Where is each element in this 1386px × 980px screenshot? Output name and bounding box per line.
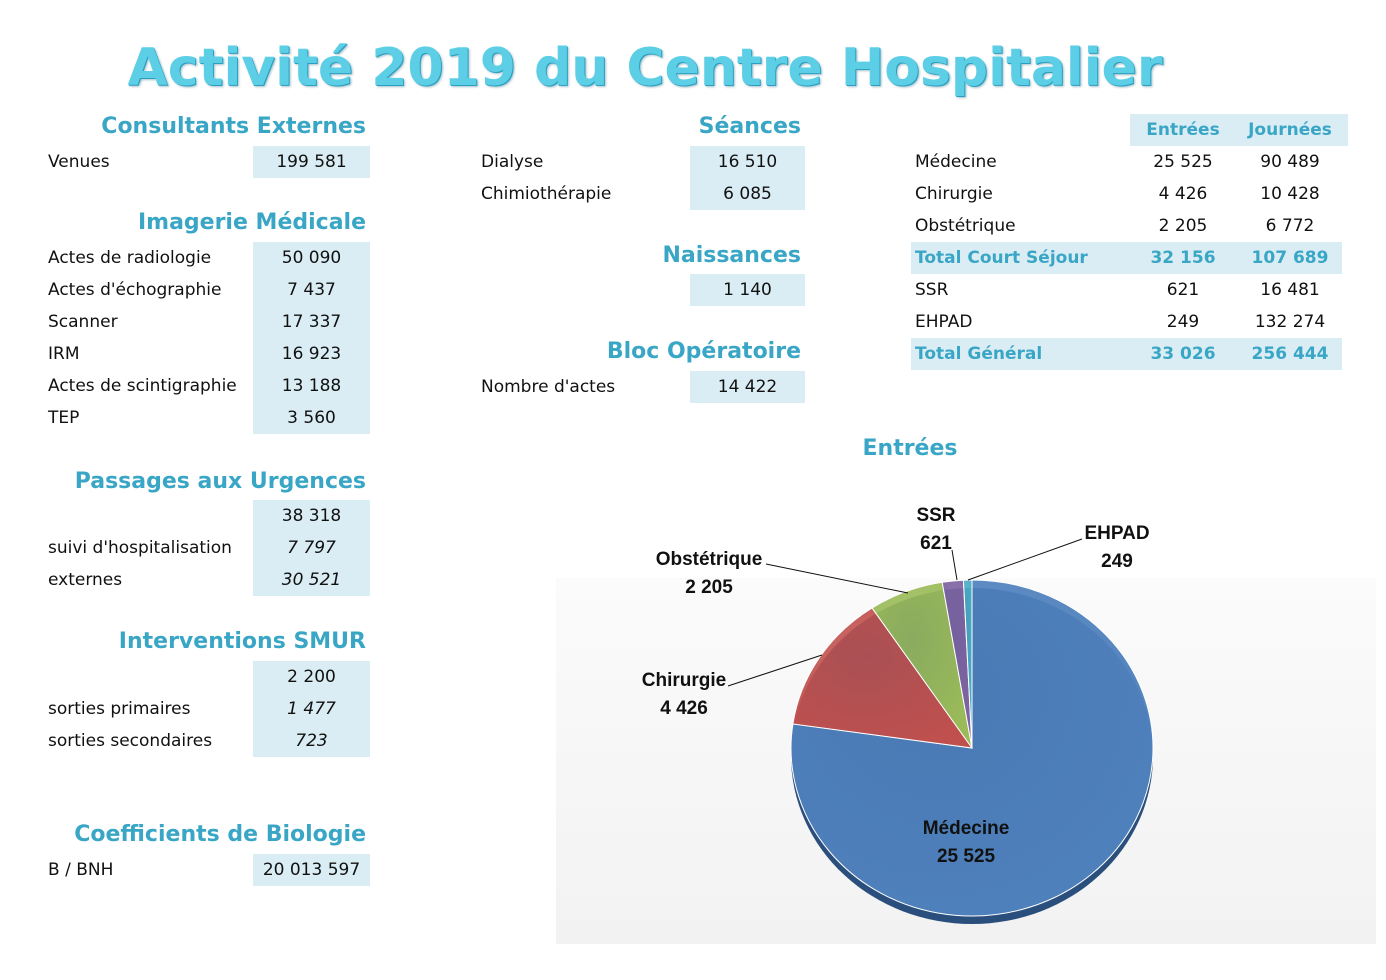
urgences-title: Passages aux Urgences	[74, 469, 366, 494]
smur-row-value: 723	[253, 725, 370, 757]
pie-leader-line	[951, 549, 958, 581]
pie-label-category: EHPAD	[1084, 523, 1149, 544]
urgences-row-label: externes	[48, 570, 123, 590]
total-row-bg	[911, 338, 1342, 370]
table-cell-journees: 10 428	[1260, 184, 1320, 204]
table-cell-journees: 107 689	[1251, 248, 1329, 268]
pie-label-value: 249	[1101, 551, 1133, 572]
biologie-row-value: 20 013 597	[253, 854, 370, 886]
imagerie-row-label: IRM	[48, 344, 80, 364]
imagerie-row-value: 17 337	[253, 306, 370, 338]
table-row-label: EHPAD	[915, 312, 973, 332]
urgences-total: 38 318	[253, 500, 370, 532]
urgences-row-value: 30 521	[253, 564, 370, 596]
pie-label-category: SSR	[916, 505, 955, 526]
table-cell-journees: 90 489	[1260, 152, 1320, 172]
table-cell-journees: 6 772	[1265, 216, 1315, 236]
imagerie-row-value: 50 090	[253, 242, 370, 274]
table-header-entrees: Entrées	[1146, 120, 1220, 140]
seances-row-label: Dialyse	[481, 152, 544, 172]
chart-background	[556, 578, 1376, 944]
table-cell-entrees: 33 026	[1150, 344, 1216, 364]
table-cell-journees: 132 274	[1254, 312, 1326, 332]
pie-leader-line	[967, 538, 1083, 581]
imagerie-row-value: 13 188	[253, 370, 370, 402]
table-cell-entrees: 621	[1166, 280, 1200, 300]
bloc-row-value: 14 422	[690, 371, 805, 403]
consultants-title: Consultants Externes	[101, 114, 366, 139]
smur-total: 2 200	[253, 661, 370, 693]
table-cell-entrees: 25 525	[1153, 152, 1213, 172]
seances-title: Séances	[698, 114, 801, 139]
imagerie-row-value: 3 560	[253, 402, 370, 434]
bloc-row-label: Nombre d'actes	[481, 377, 616, 397]
consultants-row-value: 199 581	[253, 146, 370, 178]
smur-row-value: 1 477	[253, 693, 370, 725]
imagerie-row-label: Scanner	[48, 312, 118, 332]
imagerie-row-label: Actes d'échographie	[48, 280, 222, 300]
table-row-label: SSR	[915, 280, 949, 300]
imagerie-row-label: TEP	[48, 408, 80, 428]
imagerie-row-label: Actes de radiologie	[48, 248, 212, 268]
smur-title: Interventions SMUR	[118, 629, 366, 654]
table-header-bg	[1130, 114, 1348, 146]
seances-row-label: Chimiothérapie	[481, 184, 612, 204]
chart-title: Entrées	[862, 436, 958, 461]
table-cell-entrees: 249	[1166, 312, 1200, 332]
smur-row-label: sorties primaires	[48, 699, 191, 719]
urgences-row-value: 7 797	[253, 532, 370, 564]
table-row-label: Total Court Séjour	[915, 248, 1088, 268]
total-row-bg	[911, 242, 1342, 274]
table-cell-entrees: 4 426	[1158, 184, 1208, 204]
page-title: Activité 2019 du Centre Hospitalier	[127, 38, 1163, 98]
bloc-title: Bloc Opératoire	[606, 339, 801, 364]
table-row-label: Obstétrique	[915, 216, 1016, 236]
imagerie-row-label: Actes de scintigraphie	[48, 376, 237, 396]
table-cell-entrees: 2 205	[1158, 216, 1208, 236]
table-row-label: Chirurgie	[915, 184, 993, 204]
imagerie-row-value: 16 923	[253, 338, 370, 370]
seances-row-value: 16 510	[690, 146, 805, 178]
table-cell-entrees: 32 156	[1150, 248, 1216, 268]
table-cell-journees: 16 481	[1260, 280, 1320, 300]
table-row-label: Médecine	[915, 152, 997, 172]
naissances-title: Naissances	[662, 243, 801, 268]
table-row-label: Total Général	[915, 344, 1043, 364]
urgences-row-label: suivi d'hospitalisation	[48, 538, 232, 558]
imagerie-title: Imagerie Médicale	[137, 210, 366, 235]
table-header-journees: Journées	[1248, 120, 1332, 140]
pie-label-value: 621	[920, 533, 952, 554]
imagerie-row-value: 7 437	[253, 274, 370, 306]
biologie-title: Coefficients de Biologie	[74, 822, 366, 847]
pie-label-category: Obstétrique	[656, 549, 763, 570]
biologie-row-label: B / BNH	[48, 860, 114, 880]
table-cell-journees: 256 444	[1251, 344, 1329, 364]
consultants-row-label: Venues	[48, 152, 110, 172]
naissances-value: 1 140	[690, 274, 805, 306]
seances-row-value: 6 085	[690, 178, 805, 210]
smur-row-label: sorties secondaires	[48, 731, 213, 751]
